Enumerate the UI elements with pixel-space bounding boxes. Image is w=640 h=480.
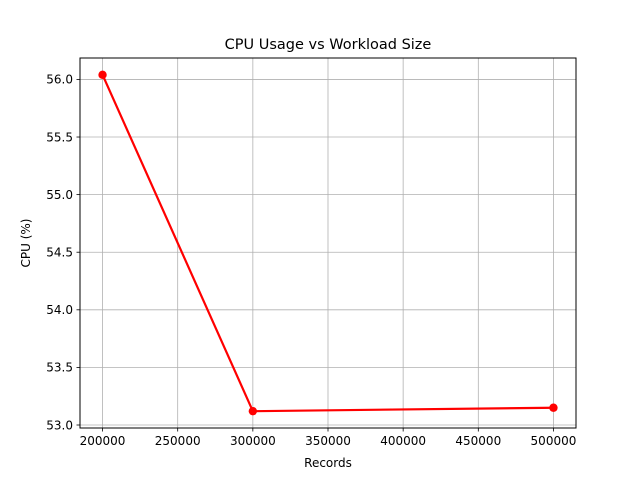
- y-tick-label: 54.5: [46, 246, 73, 260]
- x-tick-label: 200000: [80, 434, 126, 448]
- y-tick-label: 55.0: [46, 188, 73, 202]
- y-tick-label: 55.5: [46, 130, 73, 144]
- ticks: 200000 250000 300000 350000 400000 450000 5000…: [46, 73, 576, 448]
- grid: [80, 58, 576, 428]
- x-axis-label: Records: [304, 456, 352, 470]
- x-tick-label: 400000: [380, 434, 426, 448]
- x-tick-label: 450000: [455, 434, 501, 448]
- x-tick-label: 350000: [305, 434, 351, 448]
- series-layer: [98, 70, 558, 416]
- y-tick-label: 56.0: [46, 73, 73, 87]
- y-tick-label: 53.0: [46, 418, 73, 432]
- data-point: [549, 403, 558, 412]
- x-tick-label: 250000: [155, 434, 201, 448]
- x-tick-label: 300000: [230, 434, 276, 448]
- y-axis-label: CPU (%): [19, 219, 33, 268]
- x-tick-label: 500000: [531, 434, 577, 448]
- data-point: [248, 406, 258, 416]
- data-point: [98, 70, 107, 80]
- y-tick-label: 54.0: [46, 303, 73, 317]
- y-tick-label: 53.5: [46, 361, 73, 375]
- chart-title: CPU Usage vs Workload Size: [225, 37, 432, 53]
